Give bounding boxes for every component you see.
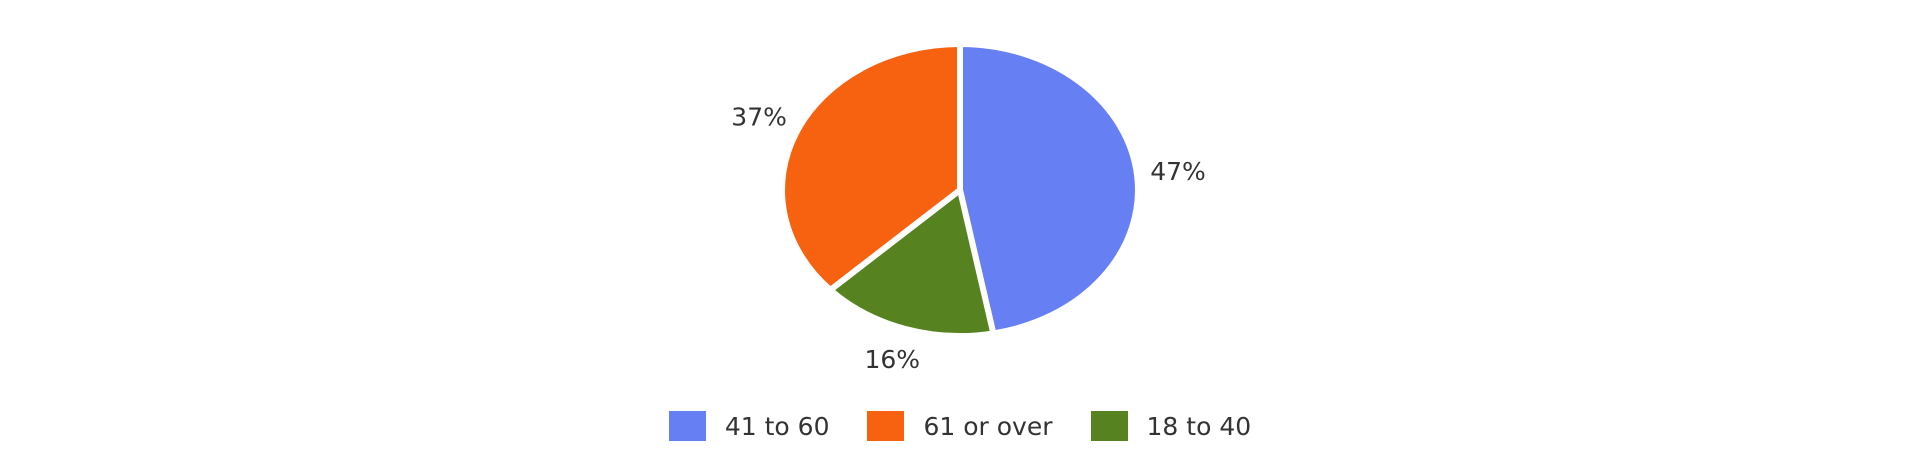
chart-legend: 41 to 60 61 or over 18 to 40 <box>0 404 1920 448</box>
legend-swatch <box>668 411 706 441</box>
legend-item[interactable]: 61 or over <box>867 411 1053 441</box>
pie-slice[interactable] <box>779 41 963 293</box>
legend-item[interactable]: 41 to 60 <box>668 411 830 441</box>
legend-label: 18 to 40 <box>1146 411 1252 441</box>
pie-slice[interactable] <box>957 41 1141 337</box>
legend-label: 41 to 60 <box>724 411 830 441</box>
slice-percentage-label: 16% <box>865 345 921 374</box>
legend-swatch <box>1090 411 1128 441</box>
slice-percentage-label: 47% <box>1150 157 1206 186</box>
legend-swatch <box>867 411 905 441</box>
legend-label: 61 or over <box>923 411 1053 441</box>
pie-slice[interactable] <box>827 187 997 339</box>
slice-percentage-label: 37% <box>731 103 787 132</box>
legend-item[interactable]: 18 to 40 <box>1090 411 1252 441</box>
